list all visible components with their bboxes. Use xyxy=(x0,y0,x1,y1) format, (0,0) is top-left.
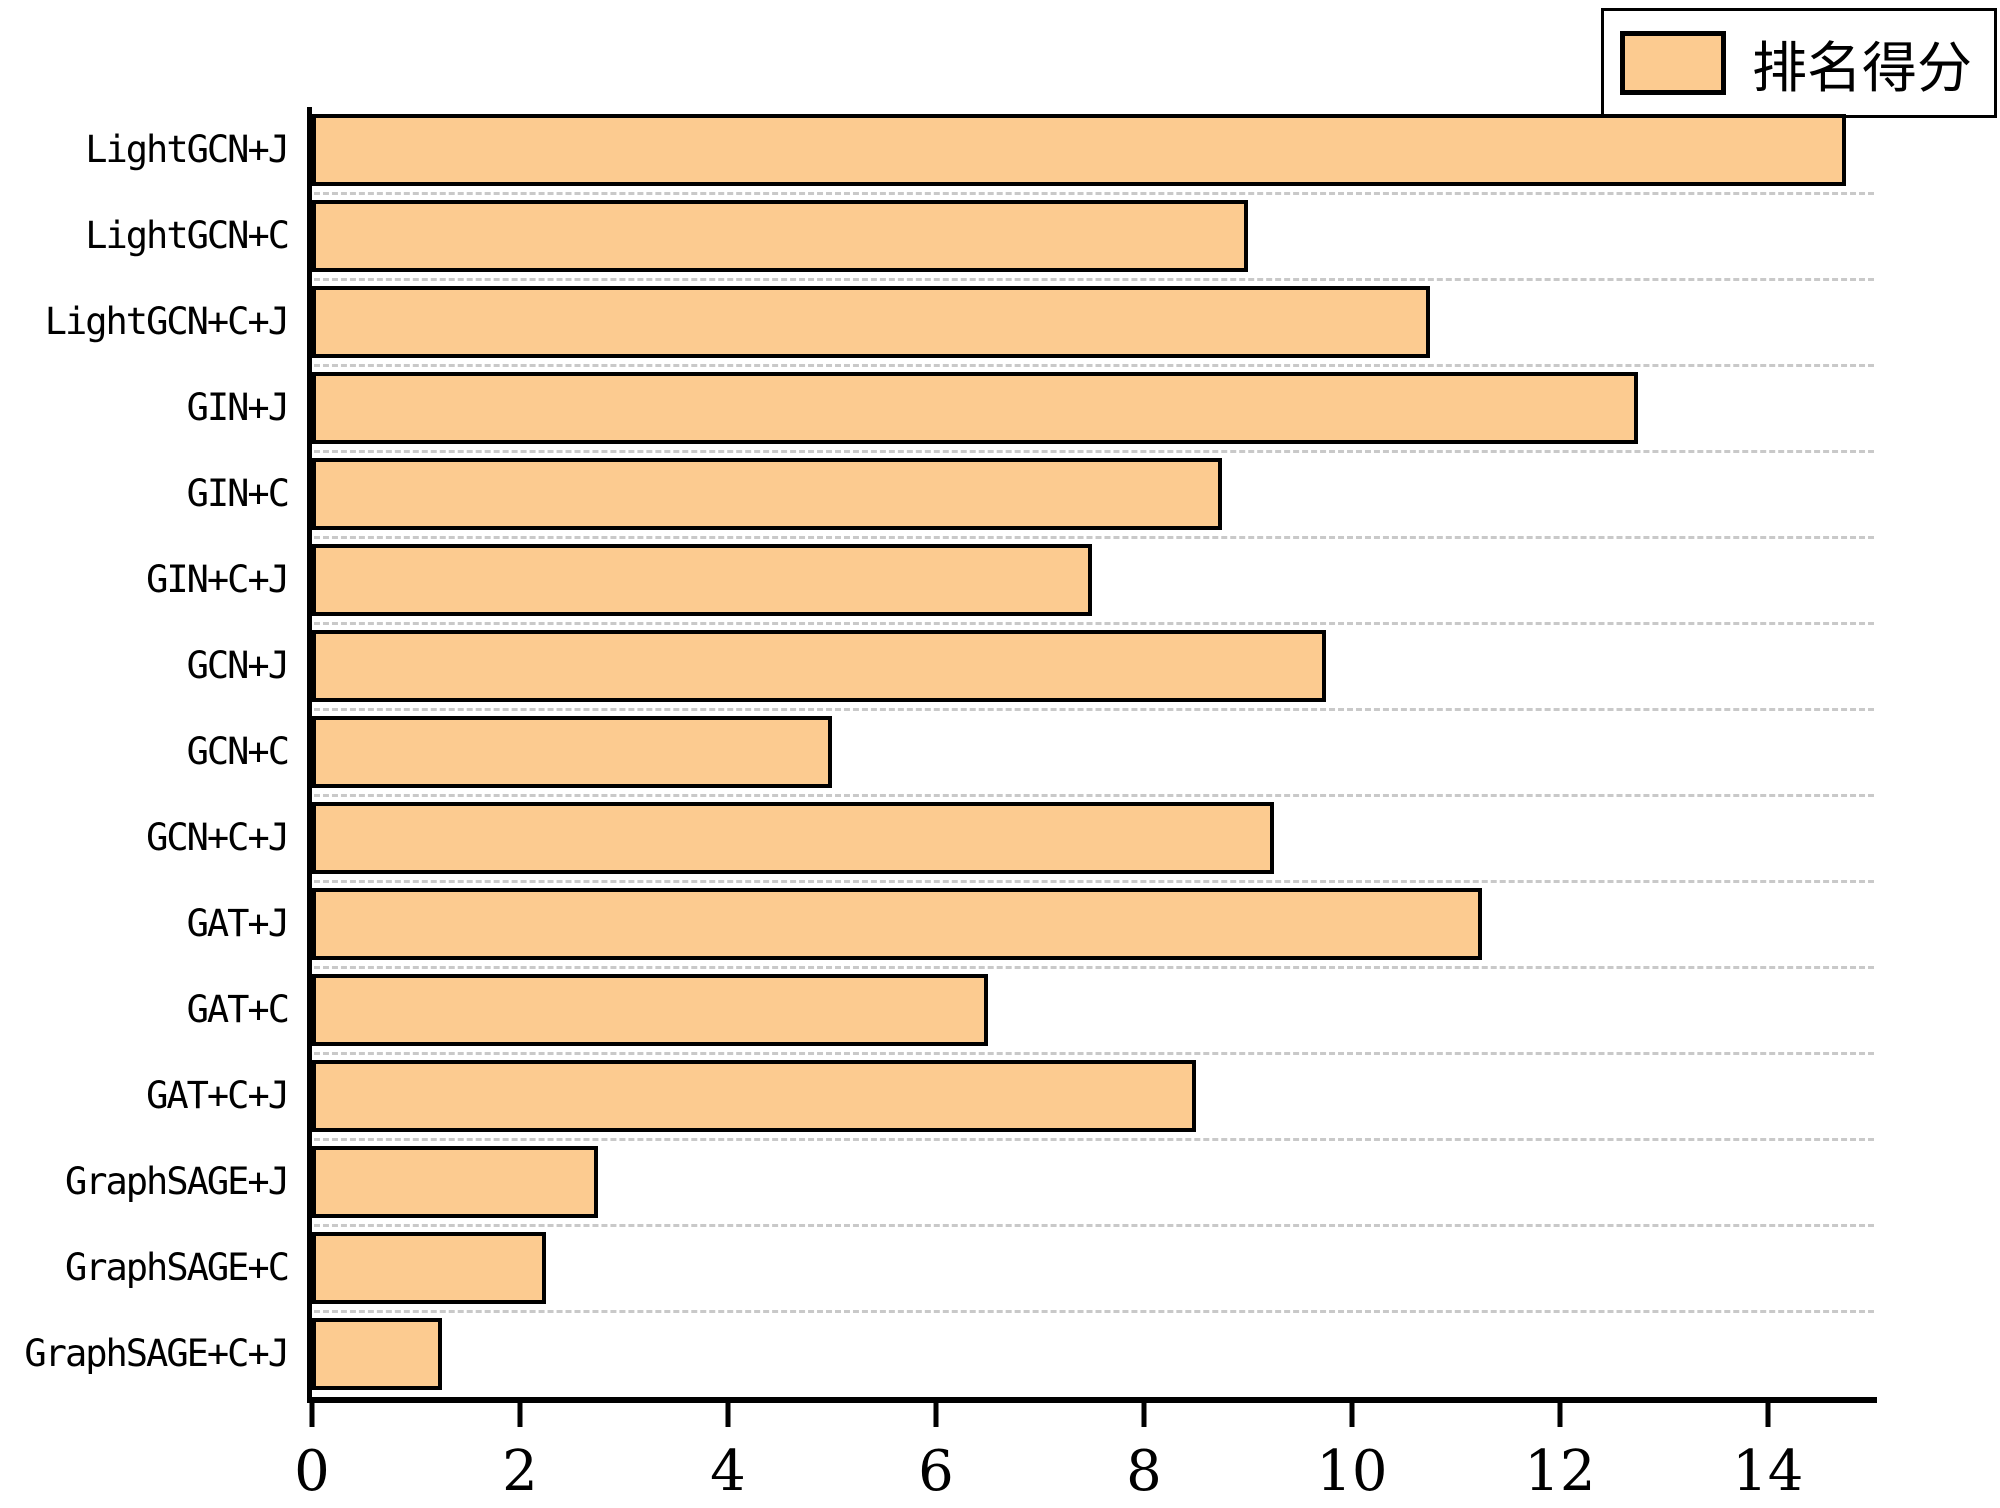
y-tick-label: GCN+C xyxy=(186,730,290,773)
gridline xyxy=(314,278,1874,281)
x-tick-label: 12 xyxy=(1524,1439,1596,1504)
x-tick-label: 14 xyxy=(1732,1439,1804,1504)
x-tick-mark xyxy=(725,1397,731,1427)
x-tick-label: 10 xyxy=(1316,1439,1388,1504)
x-tick-mark xyxy=(1765,1397,1771,1427)
x-tick-label: 8 xyxy=(1126,1439,1162,1504)
y-tick-label: LightGCN+J xyxy=(85,128,290,171)
x-tick-label: 2 xyxy=(502,1439,538,1504)
gridline xyxy=(314,1052,1874,1055)
gridline xyxy=(314,192,1874,195)
bar-GIN+J xyxy=(312,372,1638,444)
gridline xyxy=(314,1138,1874,1141)
y-axis-category-labels: LightGCN+J LightGCN+C LightGCN+C+J GIN+J GIN… xyxy=(0,107,300,1397)
bar-GAT+C+J xyxy=(312,1060,1196,1132)
bar-row xyxy=(312,967,1877,1053)
bar-row xyxy=(312,365,1877,451)
gridline xyxy=(314,1310,1874,1313)
legend-label: 排名得分 xyxy=(1751,36,1972,100)
bar-GIN+C+J xyxy=(312,544,1092,616)
legend-swatch xyxy=(1619,31,1726,95)
bar-row xyxy=(312,1139,1877,1225)
bar-GraphSAGE+C xyxy=(312,1232,546,1304)
bar-GraphSAGE+J xyxy=(312,1146,598,1218)
x-tick-mark xyxy=(1557,1397,1563,1427)
bar-row xyxy=(312,1311,1877,1397)
y-tick-label: GraphSAGE+C xyxy=(64,1246,290,1289)
plot-area xyxy=(307,107,1877,1403)
x-tick-mark xyxy=(1349,1397,1355,1427)
x-tick-label: 0 xyxy=(294,1439,330,1504)
x-tick-mark xyxy=(517,1397,523,1427)
bar-GCN+C+J xyxy=(312,802,1274,874)
bar-row xyxy=(312,451,1877,537)
y-tick-label: GIN+J xyxy=(186,386,290,429)
gridline xyxy=(314,880,1874,883)
bar-row xyxy=(312,623,1877,709)
gridline xyxy=(314,536,1874,539)
gridline xyxy=(314,622,1874,625)
bar-row xyxy=(312,1225,1877,1311)
gridline xyxy=(314,364,1874,367)
x-tick-label: 4 xyxy=(710,1439,746,1504)
bar-row xyxy=(312,107,1877,193)
bar-row xyxy=(312,709,1877,795)
bar-GraphSAGE+C+J xyxy=(312,1318,442,1390)
y-tick-label: GCN+C+J xyxy=(146,816,290,859)
x-tick-mark xyxy=(933,1397,939,1427)
y-tick-label: GIN+C+J xyxy=(146,558,290,601)
y-tick-label: LightGCN+C+J xyxy=(44,300,290,343)
x-axis: 0 2 4 6 8 10 12 14 xyxy=(294,1397,1877,1507)
y-axis-spine xyxy=(307,107,312,1403)
gridline xyxy=(314,708,1874,711)
bar-LightGCN+J xyxy=(312,114,1846,186)
gridline xyxy=(314,966,1874,969)
bar-row xyxy=(312,537,1877,623)
x-tick-label: 6 xyxy=(918,1439,954,1504)
y-tick-label: GAT+C xyxy=(186,988,290,1031)
bar-GCN+C xyxy=(312,716,832,788)
x-axis-spine xyxy=(307,1397,1877,1403)
gridline xyxy=(314,794,1874,797)
y-tick-label: LightGCN+C xyxy=(85,214,290,257)
bar-GAT+J xyxy=(312,888,1482,960)
bar-row xyxy=(312,279,1877,365)
bar-GAT+C xyxy=(312,974,988,1046)
bar-LightGCN+C xyxy=(312,200,1248,272)
x-tick-mark xyxy=(1141,1397,1147,1427)
legend: 排名得分 xyxy=(1600,8,1997,118)
bar-row xyxy=(312,193,1877,279)
gridline xyxy=(314,1224,1874,1227)
bar-row xyxy=(312,795,1877,881)
x-tick-mark xyxy=(309,1397,315,1427)
y-tick-label: GraphSAGE+J xyxy=(64,1160,290,1203)
bar-LightGCN+C+J xyxy=(312,286,1430,358)
y-tick-label: GraphSAGE+C+J xyxy=(24,1332,290,1375)
gridline xyxy=(314,450,1874,453)
y-tick-label: GCN+J xyxy=(186,644,290,687)
bar-GCN+J xyxy=(312,630,1326,702)
bar-row xyxy=(312,1053,1877,1139)
y-tick-label: GIN+C xyxy=(186,472,290,515)
y-tick-label: GAT+J xyxy=(186,902,290,945)
y-tick-label: GAT+C+J xyxy=(146,1074,290,1117)
bar-GIN+C xyxy=(312,458,1222,530)
bar-row xyxy=(312,881,1877,967)
